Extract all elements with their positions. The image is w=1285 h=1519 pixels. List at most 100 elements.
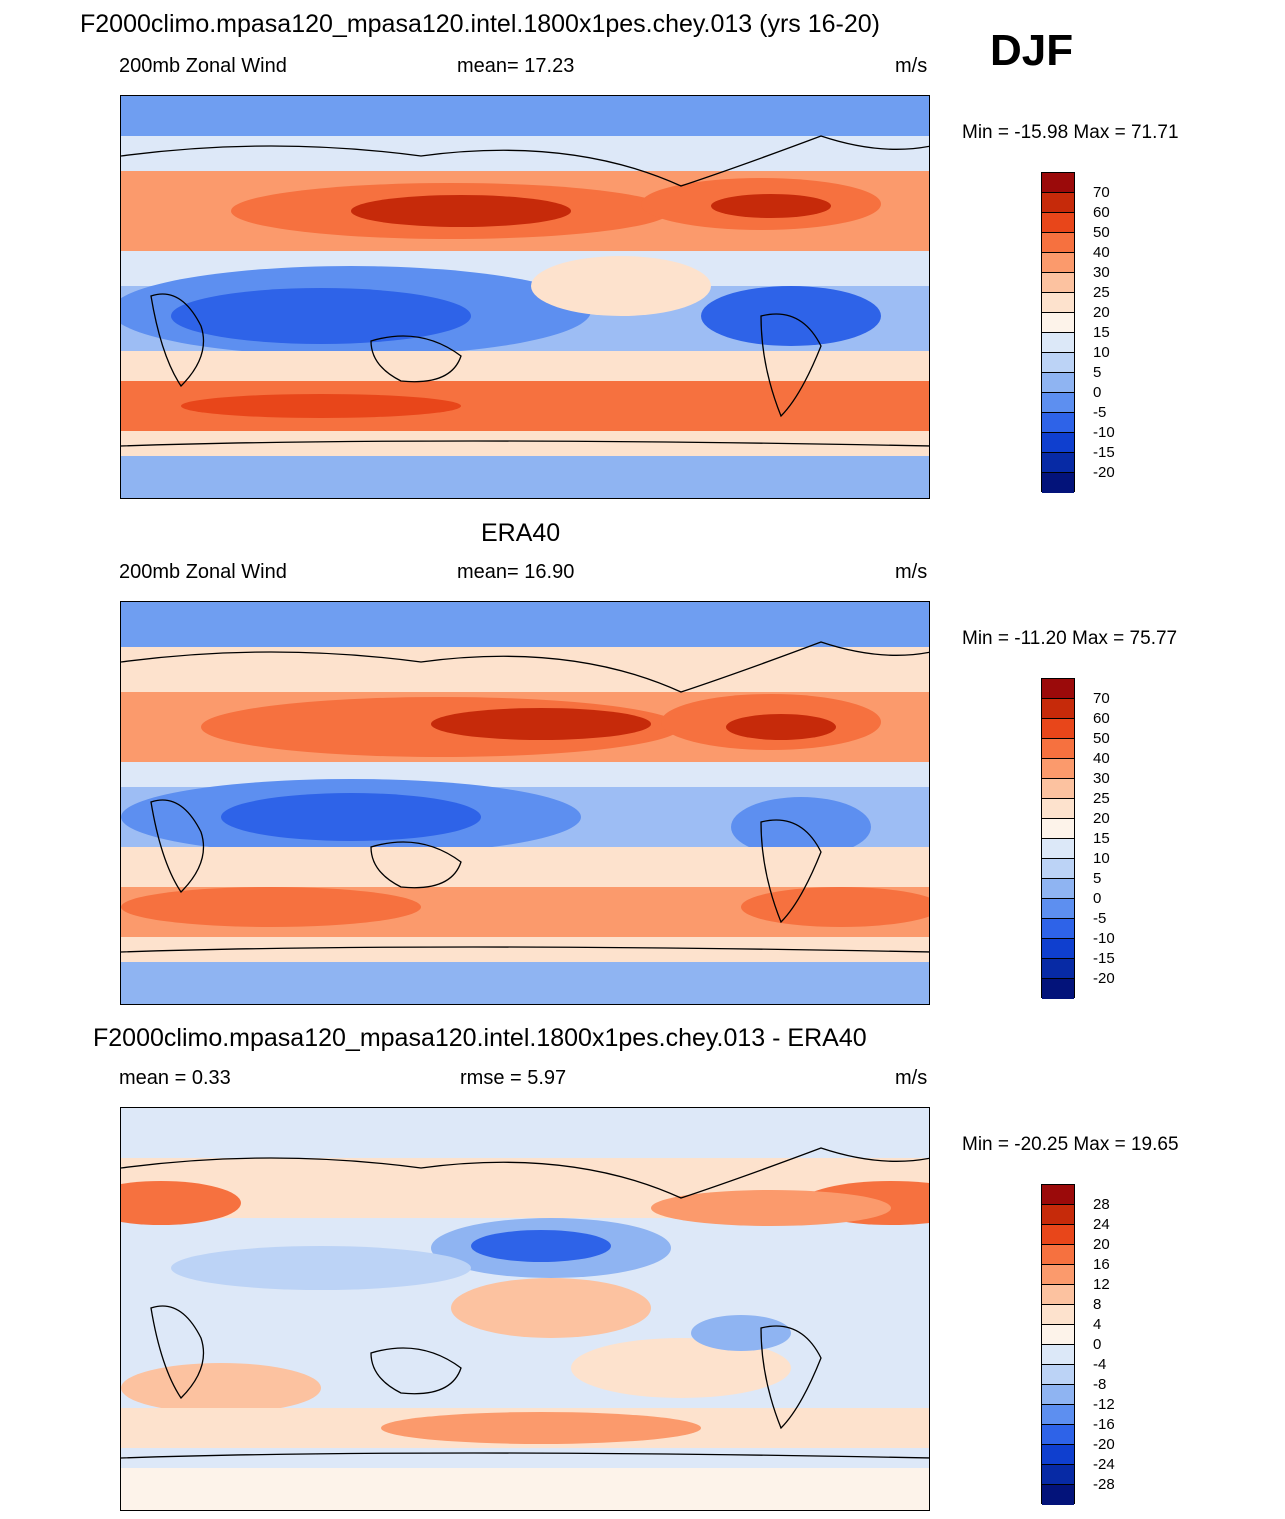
colorbar-tick-label: 40 xyxy=(1093,244,1110,261)
colorbar-tick-label: 24 xyxy=(1093,1216,1110,1233)
colorbar-tick-label: 0 xyxy=(1093,1336,1102,1353)
colorbar-cell xyxy=(1042,879,1074,899)
colorbar-cell xyxy=(1042,413,1074,433)
colorbar-cell xyxy=(1042,173,1074,193)
colorbar-tick-label: -8 xyxy=(1093,1376,1107,1393)
colorbar-tick-label: 30 xyxy=(1093,264,1110,281)
colorbar-tick-label: -24 xyxy=(1093,1456,1115,1473)
colorbar-cell xyxy=(1042,253,1074,273)
colorbar-cell xyxy=(1042,759,1074,779)
colorbar-cell xyxy=(1042,1325,1074,1345)
colorbar-cell xyxy=(1042,779,1074,799)
colorbar-cell xyxy=(1042,1245,1074,1265)
colorbar-cell xyxy=(1042,679,1074,699)
colorbar-cell xyxy=(1042,1305,1074,1325)
colorbar-tick-label: -16 xyxy=(1093,1416,1115,1433)
panel-2-map xyxy=(120,601,930,1005)
colorbar-tick-label: 10 xyxy=(1093,344,1110,361)
colorbar-cell xyxy=(1042,1465,1074,1485)
colorbar-tick-label: -5 xyxy=(1093,404,1107,421)
colorbar-cell xyxy=(1042,1265,1074,1285)
colorbar-tick-label: 25 xyxy=(1093,790,1110,807)
season-label: DJF xyxy=(990,26,1074,75)
colorbar-tick-label: 10 xyxy=(1093,850,1110,867)
panel-1-title: F2000climo.mpasa120_mpasa120.intel.1800x… xyxy=(80,10,881,38)
colorbar-cell xyxy=(1042,839,1074,859)
panel-2-units: m/s xyxy=(895,561,928,583)
colorbar-cell xyxy=(1042,979,1074,999)
colorbar-cell xyxy=(1042,1425,1074,1445)
colorbar-tick-label: 15 xyxy=(1093,830,1110,847)
colorbar-tick-label: 15 xyxy=(1093,324,1110,341)
panel-3-mean-label: mean = 0.33 xyxy=(119,1067,231,1089)
colorbar-cell xyxy=(1042,453,1074,473)
colorbar-cell xyxy=(1042,919,1074,939)
colorbar-tick-label: -10 xyxy=(1093,424,1115,441)
colorbar-tick-label: 4 xyxy=(1093,1316,1102,1333)
colorbar-tick-label: -20 xyxy=(1093,1436,1115,1453)
panel-2-left-label: 200mb Zonal Wind xyxy=(119,561,287,583)
colorbar-cell xyxy=(1042,959,1074,979)
panel-2-center-label: mean= 16.90 xyxy=(457,561,575,583)
colorbar-tick-label: -5 xyxy=(1093,910,1107,927)
colorbar-tick-label: 8 xyxy=(1093,1296,1102,1313)
colorbar-tick-label: 25 xyxy=(1093,284,1110,301)
colorbar-cell xyxy=(1042,1385,1074,1405)
panel-1-units: m/s xyxy=(895,55,928,77)
colorbar-cell xyxy=(1042,899,1074,919)
colorbar-tick-label: 50 xyxy=(1093,730,1110,747)
colorbar-cell xyxy=(1042,1285,1074,1305)
colorbar-tick-label: -15 xyxy=(1093,444,1115,461)
colorbar-tick-label: 5 xyxy=(1093,870,1102,887)
colorbar-cell xyxy=(1042,819,1074,839)
colorbar-cell xyxy=(1042,193,1074,213)
colorbar-tick-label: -15 xyxy=(1093,950,1115,967)
colorbar-cell xyxy=(1042,1365,1074,1385)
colorbar-tick-label: -4 xyxy=(1093,1356,1107,1373)
colorbar-tick-label: 20 xyxy=(1093,810,1110,827)
panel-1-center-label: mean= 17.23 xyxy=(457,55,575,77)
panel-3-map xyxy=(120,1107,930,1511)
panel-3-minmax: Min = -20.25 Max = 19.65 xyxy=(962,1134,1179,1155)
colorbar-cell xyxy=(1042,1185,1074,1205)
colorbar-tick-label: 70 xyxy=(1093,184,1110,201)
colorbar-cell xyxy=(1042,1405,1074,1425)
colorbar-cell xyxy=(1042,373,1074,393)
colorbar-cell xyxy=(1042,473,1074,493)
colorbar-tick-label: 5 xyxy=(1093,364,1102,381)
colorbar-tick-label: -10 xyxy=(1093,930,1115,947)
colorbar-tick-label: 70 xyxy=(1093,690,1110,707)
colorbar-cell xyxy=(1042,353,1074,373)
colorbar-tick-label: 20 xyxy=(1093,1236,1110,1253)
colorbar-cell xyxy=(1042,699,1074,719)
panel-2-title: ERA40 xyxy=(481,519,561,547)
colorbar-tick-label: 50 xyxy=(1093,224,1110,241)
panel-1-minmax: Min = -15.98 Max = 71.71 xyxy=(962,122,1179,143)
colorbar-cell xyxy=(1042,939,1074,959)
colorbar-cell xyxy=(1042,739,1074,759)
colorbar-cell xyxy=(1042,799,1074,819)
colorbar-tick-label: -28 xyxy=(1093,1476,1115,1493)
colorbar-tick-label: 20 xyxy=(1093,304,1110,321)
colorbar-tick-label: 0 xyxy=(1093,890,1102,907)
colorbar-cell xyxy=(1042,273,1074,293)
colorbar-cell xyxy=(1042,1345,1074,1365)
colorbar-cell xyxy=(1042,1485,1074,1505)
colorbar-tick-label: -20 xyxy=(1093,970,1115,987)
colorbar-cell xyxy=(1042,293,1074,313)
colorbar-cell xyxy=(1042,1445,1074,1465)
colorbar-tick-label: -20 xyxy=(1093,464,1115,481)
colorbar-cell xyxy=(1042,333,1074,353)
panel-1-map xyxy=(120,95,930,499)
panel-3-colorbar xyxy=(1041,1184,1075,1505)
colorbar-cell xyxy=(1042,1205,1074,1225)
colorbar-tick-label: 12 xyxy=(1093,1276,1110,1293)
panel-3-units: m/s xyxy=(895,1067,928,1089)
colorbar-tick-label: -12 xyxy=(1093,1396,1115,1413)
colorbar-cell xyxy=(1042,859,1074,879)
panel-2-colorbar xyxy=(1041,678,1075,999)
colorbar-tick-label: 0 xyxy=(1093,384,1102,401)
colorbar-cell xyxy=(1042,433,1074,453)
panel-2-minmax: Min = -11.20 Max = 75.77 xyxy=(962,628,1178,649)
panel-1-left-label: 200mb Zonal Wind xyxy=(119,55,287,77)
